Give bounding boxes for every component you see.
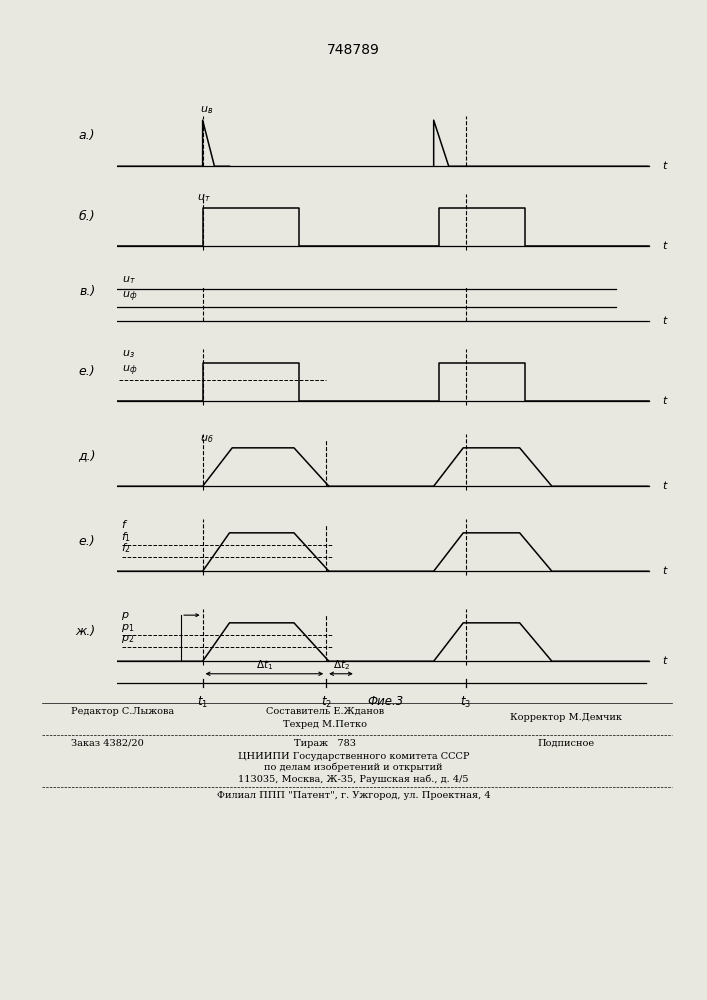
- Text: в.): в.): [79, 284, 95, 298]
- Text: Филиал ППП "Патент", г. Ужгород, ул. Проектная, 4: Филиал ППП "Патент", г. Ужгород, ул. Про…: [216, 791, 491, 800]
- Text: $t_2$: $t_2$: [321, 695, 332, 710]
- Text: $u_ф$: $u_ф$: [122, 364, 137, 378]
- Text: $f_2$: $f_2$: [121, 542, 131, 555]
- Text: ж.): ж.): [76, 624, 95, 638]
- Text: t: t: [662, 566, 667, 576]
- Text: Составитель Е.Жданов: Составитель Е.Жданов: [266, 707, 385, 716]
- Text: $u_б$: $u_б$: [200, 433, 214, 445]
- Text: $u_т$: $u_т$: [197, 192, 211, 204]
- Text: 113035, Москва, Ж-35, Раушская наб., д. 4/5: 113035, Москва, Ж-35, Раушская наб., д. …: [238, 774, 469, 784]
- Text: Фие.3: Фие.3: [367, 695, 404, 708]
- Text: 748789: 748789: [327, 43, 380, 57]
- Text: t: t: [662, 161, 667, 171]
- Text: Подписное: Подписное: [537, 739, 594, 748]
- Text: $t_1$: $t_1$: [197, 695, 208, 710]
- Text: Техред М.Петко: Техред М.Петко: [284, 720, 367, 729]
- Text: Заказ 4382/20: Заказ 4382/20: [71, 739, 144, 748]
- Text: t: t: [662, 656, 667, 666]
- Text: е.): е.): [78, 364, 95, 377]
- Text: $\Delta t_1$: $\Delta t_1$: [256, 659, 273, 672]
- Text: Тираж   783: Тираж 783: [294, 739, 356, 748]
- Text: t: t: [662, 481, 667, 491]
- Text: е.): е.): [78, 534, 95, 548]
- Text: t: t: [662, 241, 667, 251]
- Text: р: р: [121, 610, 128, 620]
- Text: $f_1$: $f_1$: [121, 530, 131, 544]
- Text: ЦНИИПИ Государственного комитета СССР: ЦНИИПИ Государственного комитета СССР: [238, 752, 469, 761]
- Text: t: t: [662, 396, 667, 406]
- Text: д.): д.): [78, 450, 95, 463]
- Text: a.): a.): [79, 129, 95, 142]
- Text: по делам изобретений и открытий: по делам изобретений и открытий: [264, 763, 443, 772]
- Text: $t_3$: $t_3$: [460, 695, 472, 710]
- Text: f: f: [121, 520, 125, 530]
- Text: $u_т$: $u_т$: [122, 274, 136, 286]
- Text: $\Delta t_2$: $\Delta t_2$: [333, 659, 350, 672]
- Text: $р_2$: $р_2$: [121, 633, 134, 645]
- Text: $u_з$: $u_з$: [122, 348, 135, 360]
- Text: $u_в$: $u_в$: [200, 105, 213, 116]
- Text: Редактор С.Лыжова: Редактор С.Лыжова: [71, 707, 174, 716]
- Text: $u_ф$: $u_ф$: [122, 290, 137, 304]
- Text: б.): б.): [78, 210, 95, 223]
- Text: Корректор М.Демчик: Корректор М.Демчик: [510, 713, 621, 722]
- Text: $р_1$: $р_1$: [121, 622, 134, 634]
- Text: t: t: [662, 316, 667, 326]
